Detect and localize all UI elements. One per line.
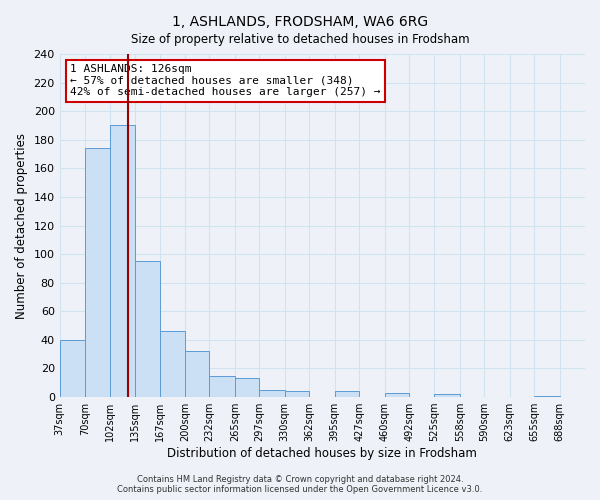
Text: Size of property relative to detached houses in Frodsham: Size of property relative to detached ho…: [131, 32, 469, 46]
Text: 1, ASHLANDS, FRODSHAM, WA6 6RG: 1, ASHLANDS, FRODSHAM, WA6 6RG: [172, 15, 428, 29]
Y-axis label: Number of detached properties: Number of detached properties: [15, 132, 28, 318]
Bar: [59, 340, 85, 397]
Bar: [85, 148, 110, 397]
Bar: [535, 396, 560, 397]
Bar: [284, 392, 309, 397]
Text: 1 ASHLANDS: 126sqm
← 57% of detached houses are smaller (348)
42% of semi-detach: 1 ASHLANDS: 126sqm ← 57% of detached hou…: [70, 64, 380, 98]
Bar: [160, 332, 185, 397]
Bar: [235, 378, 259, 397]
Bar: [209, 376, 235, 397]
Bar: [335, 392, 359, 397]
Bar: [185, 352, 209, 397]
Bar: [259, 390, 284, 397]
Bar: [434, 394, 460, 397]
Bar: [385, 393, 409, 397]
Bar: [135, 262, 160, 397]
Text: Contains HM Land Registry data © Crown copyright and database right 2024.
Contai: Contains HM Land Registry data © Crown c…: [118, 474, 482, 494]
Bar: [110, 126, 135, 397]
X-axis label: Distribution of detached houses by size in Frodsham: Distribution of detached houses by size …: [167, 447, 477, 460]
